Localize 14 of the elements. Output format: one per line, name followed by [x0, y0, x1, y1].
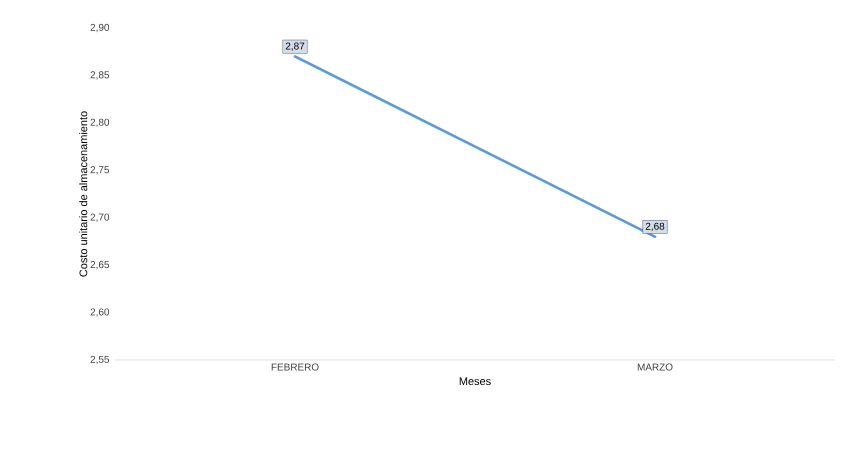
y-tick-label: 2,85	[90, 71, 110, 80]
data-label: 2,87	[286, 42, 304, 51]
y-tick-label: 2,80	[90, 118, 110, 127]
y-axis-title: Costo unitario de almacenamiento	[79, 111, 88, 277]
y-tick-label: 2,75	[90, 166, 110, 174]
y-tick-label: 2,65	[90, 261, 110, 270]
y-tick-label: 2,70	[90, 214, 110, 222]
y-tick-label: 2,90	[90, 24, 110, 32]
x-axis-title: Meses	[460, 377, 491, 386]
y-tick-label: 2,55	[90, 356, 110, 364]
x-tick-label: MARZO	[638, 364, 673, 371]
x-tick-label: FEBRERO	[272, 364, 319, 371]
data-label: 2,68	[646, 222, 664, 231]
y-tick-label: 2,60	[90, 308, 110, 317]
